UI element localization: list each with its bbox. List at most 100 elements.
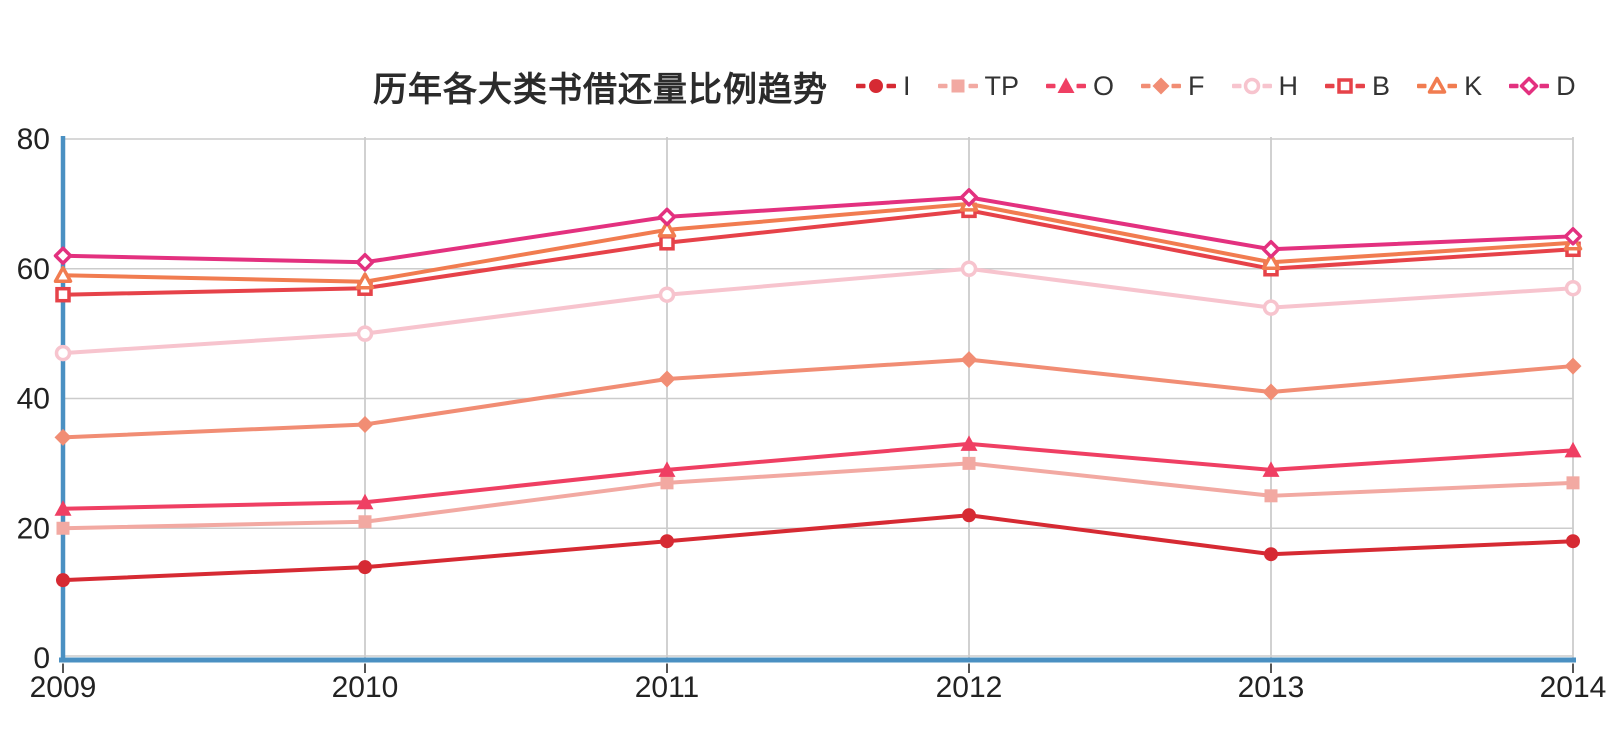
series-line-I xyxy=(61,513,1575,583)
chart-header: 历年各大类书借还量比例趋势 I TP O F H B K D xyxy=(373,60,1576,112)
series-marker-K xyxy=(355,272,375,290)
legend-marker-icon-B xyxy=(1325,78,1366,94)
legend-glyph-F xyxy=(1152,77,1170,95)
series-marker-O xyxy=(54,500,72,516)
series-marker-F xyxy=(658,370,676,388)
series-marker-F xyxy=(356,415,374,433)
legend-label-O: O xyxy=(1093,70,1115,101)
legend-marker-icon-F xyxy=(1141,77,1182,95)
series-marker-D xyxy=(657,207,677,227)
series-line-TP xyxy=(61,461,1575,531)
legend-item-K[interactable]: K xyxy=(1417,71,1482,102)
series-marker-D xyxy=(1563,227,1583,246)
legend-item-B[interactable]: B xyxy=(1325,71,1390,102)
series-line-F xyxy=(61,357,1575,440)
series-marker-TP xyxy=(1264,489,1278,503)
legend-marker-icon-H xyxy=(1231,77,1272,95)
series-line-K xyxy=(61,201,1575,284)
series-line-B xyxy=(61,208,1575,297)
y-axis-label: 80 xyxy=(17,123,50,156)
legend-glyph-K xyxy=(1427,76,1447,94)
legend-label-B: B xyxy=(1372,70,1391,101)
series-marker-K xyxy=(1261,253,1281,271)
y-axis-label: 20 xyxy=(17,512,50,545)
legend-label-D: D xyxy=(1556,70,1576,101)
series-marker-TP xyxy=(1566,476,1580,490)
legend-glyph-H xyxy=(1243,77,1260,95)
x-axis-label: 2009 xyxy=(30,671,97,704)
series-marker-F xyxy=(1564,357,1582,375)
series-marker-H xyxy=(1262,299,1280,316)
legend-label-I: I xyxy=(903,70,911,101)
series-marker-I xyxy=(56,573,70,588)
legend-glyph-O xyxy=(1057,77,1075,93)
series-marker-O xyxy=(1262,461,1280,477)
series-F xyxy=(54,351,1582,446)
series-marker-D xyxy=(355,253,375,272)
series-marker-H xyxy=(54,344,72,362)
series-marker-I xyxy=(1566,534,1580,549)
y-axis-label: 0 xyxy=(33,642,50,675)
legend-marker-icon-I xyxy=(856,79,896,93)
legend-marker-icon-TP xyxy=(937,79,978,93)
series-I xyxy=(56,508,1580,588)
legend-marker-icon-D xyxy=(1509,76,1550,96)
series-marker-I xyxy=(660,534,674,549)
series-marker-TP xyxy=(56,521,70,535)
x-axis-label: 2011 xyxy=(635,671,700,704)
x-axis-label: 2013 xyxy=(1238,671,1305,704)
x-axis-label: 2014 xyxy=(1540,671,1607,704)
series-marker-I xyxy=(962,508,976,523)
series-marker-TP xyxy=(660,476,674,490)
series-TP xyxy=(56,456,1580,535)
x-axis-label: 2012 xyxy=(936,671,1003,704)
series-marker-B xyxy=(55,286,71,303)
series-marker-D xyxy=(1261,240,1281,259)
series-K xyxy=(53,194,1583,290)
series-marker-F xyxy=(960,351,978,369)
series-marker-O xyxy=(658,461,676,477)
legend-item-H[interactable]: H xyxy=(1231,70,1299,102)
legend-item-I[interactable]: I xyxy=(856,71,911,102)
legend: I TP O F H B K D xyxy=(856,71,1576,102)
legend-label-H: H xyxy=(1278,70,1299,101)
legend-glyph-B xyxy=(1337,78,1353,94)
legend-item-TP[interactable]: TP xyxy=(937,70,1020,102)
series-marker-F xyxy=(54,428,72,446)
y-axis-label: 40 xyxy=(17,383,50,416)
series-marker-H xyxy=(356,325,374,342)
legend-glyph-D xyxy=(1519,76,1539,96)
series-D xyxy=(53,188,1583,272)
series-marker-I xyxy=(358,560,372,575)
legend-label-K: K xyxy=(1464,70,1483,101)
series-line-O xyxy=(61,441,1575,511)
legend-marker-icon-K xyxy=(1417,76,1458,94)
series-marker-O xyxy=(960,435,978,451)
legend-label-TP: TP xyxy=(984,70,1020,101)
legend-item-F[interactable]: F xyxy=(1141,71,1205,102)
series-marker-H xyxy=(1564,279,1582,297)
legend-glyph-I xyxy=(869,79,883,93)
series-marker-H xyxy=(960,260,978,277)
legend-glyph-TP xyxy=(951,79,965,93)
series-H xyxy=(54,260,1582,362)
series-marker-K xyxy=(53,265,73,283)
legend-item-O[interactable]: O xyxy=(1046,71,1114,102)
series-marker-O xyxy=(356,493,374,510)
series-O xyxy=(54,435,1582,516)
legend-item-D[interactable]: D xyxy=(1509,71,1576,102)
chart-title: 历年各大类书借还量比例趋势 xyxy=(373,70,828,109)
series-marker-TP xyxy=(962,456,976,470)
series-marker-O xyxy=(1564,441,1582,458)
series-marker-TP xyxy=(358,515,372,529)
series-marker-K xyxy=(657,220,677,238)
gridlines xyxy=(63,137,1574,658)
series-marker-F xyxy=(1262,383,1280,401)
series-marker-D xyxy=(53,246,73,266)
y-axis-label: 60 xyxy=(17,253,50,286)
series-marker-B xyxy=(659,235,675,251)
x-axis-label: 2010 xyxy=(332,671,399,704)
legend-marker-icon-O xyxy=(1046,77,1087,93)
